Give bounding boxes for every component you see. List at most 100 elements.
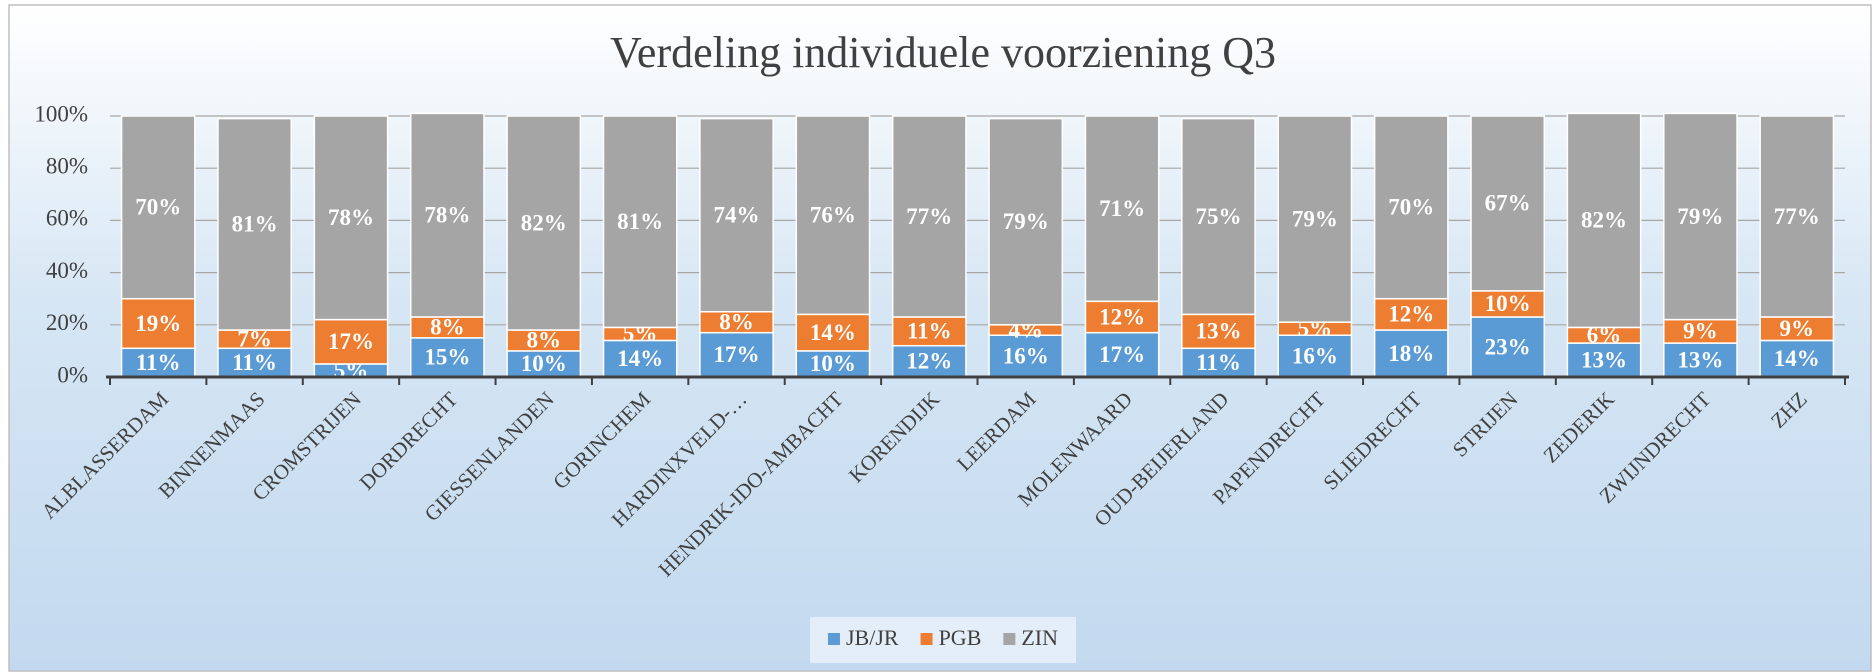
bar-segment	[1181, 117, 1256, 316]
bar-segment	[1084, 300, 1160, 334]
legend: JB/JR PGB ZIN	[809, 617, 1077, 663]
bar-segment	[506, 350, 582, 378]
bar-segment	[602, 115, 678, 329]
y-tick-label: 80%	[46, 153, 88, 178]
data-label: 8%	[527, 328, 562, 353]
y-tick-label: 40%	[46, 258, 88, 283]
data-label: 82%	[521, 210, 567, 235]
bar-segment	[1470, 290, 1546, 318]
data-label: 79%	[1677, 204, 1723, 229]
data-label: 8%	[430, 315, 465, 340]
bar-segment	[1470, 115, 1546, 292]
bar-segment	[1373, 115, 1449, 300]
legend-swatch	[1003, 633, 1016, 645]
legend-background	[809, 617, 1077, 663]
chart-title: Verdeling individuele voorziening Q3	[610, 28, 1276, 77]
legend-label: ZIN	[1021, 625, 1058, 650]
bar-segment	[1373, 297, 1449, 331]
bar-segment	[699, 117, 774, 313]
bar-segment	[988, 117, 1064, 326]
data-label: 12%	[906, 349, 952, 374]
bar-segment	[1566, 112, 1642, 329]
bar-segment	[409, 112, 485, 318]
data-label: 10%	[810, 351, 856, 376]
y-tick-label: 60%	[46, 206, 88, 231]
bar-segment	[1373, 329, 1449, 378]
bar-segment	[988, 334, 1064, 378]
data-label: 12%	[1099, 304, 1145, 329]
y-tick-label: 100%	[34, 101, 88, 126]
data-label: 16%	[1003, 343, 1049, 368]
data-label: 13%	[1195, 319, 1241, 344]
bar-segment	[891, 115, 967, 318]
y-tick-label: 20%	[46, 310, 88, 335]
data-label: 13%	[1581, 347, 1627, 372]
data-label: 17%	[1099, 342, 1145, 367]
data-label: 67%	[1485, 191, 1531, 216]
bar-segment	[795, 115, 871, 316]
data-label: 70%	[135, 195, 181, 220]
data-label: 14%	[1774, 346, 1820, 371]
data-label: 77%	[1774, 204, 1820, 229]
data-label: 78%	[328, 205, 374, 230]
bar-segment	[1759, 115, 1835, 318]
bar-segment	[409, 337, 485, 378]
data-label: 77%	[906, 204, 952, 229]
y-tick-label: 0%	[57, 362, 88, 387]
data-label: 14%	[617, 346, 663, 371]
data-label: 10%	[1485, 291, 1531, 316]
data-label: 82%	[1581, 208, 1627, 233]
data-label: 9%	[1683, 319, 1718, 344]
data-label: 11%	[1196, 350, 1241, 375]
data-label: 11%	[907, 319, 952, 344]
bar-segment	[313, 318, 389, 365]
data-label: 74%	[714, 202, 760, 227]
bar-segment	[1277, 334, 1353, 378]
bar-segment	[1181, 347, 1256, 378]
legend-label: JB/JR	[846, 625, 899, 650]
legend-label: PGB	[939, 625, 982, 650]
data-label: 71%	[1099, 196, 1145, 221]
bar-segment	[699, 331, 774, 378]
data-label: 15%	[424, 345, 470, 370]
data-label: 17%	[328, 329, 374, 354]
data-label: 19%	[135, 311, 181, 336]
bar-segment	[1084, 115, 1160, 303]
data-label: 11%	[136, 350, 181, 375]
bar-segment	[1277, 115, 1353, 323]
bar-segment	[1663, 112, 1738, 321]
data-label: 70%	[1388, 195, 1434, 220]
bar-segment	[1663, 342, 1738, 378]
data-label: 14%	[810, 320, 856, 345]
data-label: 10%	[521, 351, 567, 376]
data-label: 23%	[1485, 334, 1531, 359]
bar-segment	[1566, 342, 1642, 378]
data-label: 79%	[1292, 206, 1338, 231]
bar-segment	[795, 350, 871, 378]
bar-segment	[313, 115, 389, 321]
data-label: 18%	[1388, 341, 1434, 366]
data-label: 78%	[424, 202, 470, 227]
bar-segment	[1470, 316, 1546, 378]
data-label: 8%	[719, 309, 754, 334]
bar-segment	[217, 117, 292, 331]
data-label: 79%	[1003, 209, 1049, 234]
data-label: 17%	[714, 342, 760, 367]
bar-segment	[891, 316, 967, 347]
data-label: 76%	[810, 202, 856, 227]
data-label: 81%	[617, 209, 663, 234]
data-label: 9%	[1780, 316, 1815, 341]
data-label: 81%	[232, 212, 278, 237]
data-label: 11%	[232, 350, 277, 375]
data-label: 16%	[1292, 343, 1338, 368]
data-label: 75%	[1195, 204, 1241, 229]
bar-segment	[506, 115, 582, 331]
bar-segment	[120, 297, 196, 350]
bar-segment	[120, 347, 196, 378]
legend-swatch	[827, 633, 840, 645]
legend-swatch	[920, 633, 933, 645]
data-label: 13%	[1677, 347, 1723, 372]
bar-segment	[120, 115, 196, 300]
